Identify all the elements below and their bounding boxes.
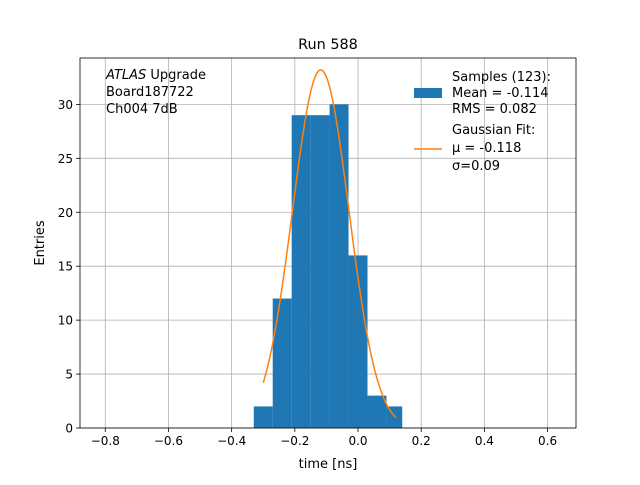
legend-histogram-patch [414, 88, 442, 98]
legend-fit-name: Gaussian Fit: [452, 123, 535, 138]
histogram-bar-2 [291, 115, 311, 429]
y-tick-label-3: 15 [58, 260, 73, 274]
y-tick-label-6: 30 [58, 98, 73, 112]
legend-histogram-mean: Mean = -0.114 [452, 86, 548, 101]
legend-histogram-name: Samples (123): [452, 70, 551, 85]
chart-title: Run 588 [298, 37, 358, 53]
x-axis-label: time [ns] [299, 457, 358, 472]
y-tick-label-4: 20 [58, 206, 73, 220]
histogram-bar-5 [348, 255, 368, 428]
legend-fit-sigma: σ=0.09 [452, 159, 500, 174]
x-tick-label-3: −0.2 [280, 434, 309, 448]
x-tick-label-1: −0.6 [154, 434, 183, 448]
histogram-bar-4 [329, 104, 349, 429]
histogram-bars [253, 104, 403, 429]
y-tick-label-1: 5 [65, 368, 73, 382]
plot-frame [79, 57, 577, 429]
legend: Samples (123): Mean = -0.114 RMS = 0.082… [414, 70, 551, 174]
gaussian-fit-curve [262, 69, 397, 419]
y-tick-label-5: 25 [58, 152, 73, 166]
annotation-line-1: ATLAS Upgrade [105, 68, 206, 83]
histogram-bar-0 [253, 406, 273, 428]
annotation-line-3: Ch004 7dB [106, 102, 178, 117]
x-tick-label-2: −0.4 [217, 434, 246, 448]
legend-fit-mu: μ = -0.118 [452, 141, 521, 156]
histogram-bar-3 [310, 115, 330, 429]
x-tick-label-5: 0.2 [412, 434, 431, 448]
y-tick-label-0: 0 [65, 422, 73, 436]
x-tick-label-4: 0.0 [348, 434, 367, 448]
histogram-bar-6 [367, 395, 387, 428]
annotation-line-2: Board187722 [106, 85, 194, 100]
y-tick-label-2: 10 [58, 314, 73, 328]
legend-histogram-rms: RMS = 0.082 [452, 102, 537, 117]
y-axis-ticks: 0 5 10 15 20 25 30 [58, 98, 80, 436]
annotation-atlas: ATLAS [105, 68, 146, 83]
x-tick-label-0: −0.8 [91, 434, 120, 448]
histogram-bar-1 [272, 298, 292, 428]
x-tick-label-6: 0.4 [475, 434, 494, 448]
atlas-annotation: ATLAS Upgrade Board187722 Ch004 7dB [105, 68, 206, 117]
y-axis-label: Entries [33, 220, 48, 266]
annotation-upgrade: Upgrade [146, 68, 206, 83]
x-axis-ticks: −0.8 −0.6 −0.4 −0.2 0.0 0.2 0.4 0.6 [91, 428, 557, 448]
x-tick-label-7: 0.6 [538, 434, 557, 448]
